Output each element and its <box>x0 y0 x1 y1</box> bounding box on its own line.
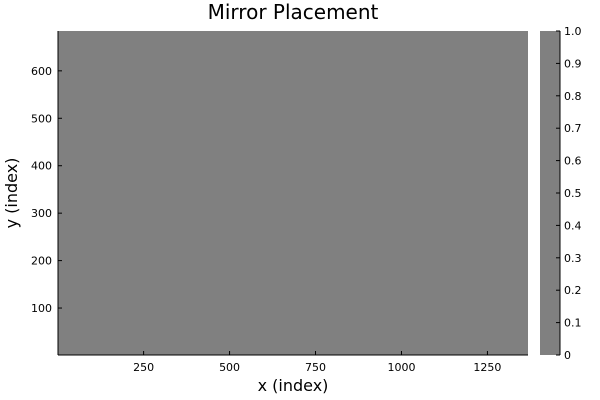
chart-title: Mirror Placement <box>208 0 379 24</box>
axes <box>57 31 528 356</box>
colorbar-tick-label: 0.1 <box>564 317 582 330</box>
heatmap-area <box>58 31 528 355</box>
colorbar-tick-label: 0.8 <box>564 90 582 103</box>
colorbar-tick-label: 1.0 <box>564 25 582 38</box>
x-tick-label: 1250 <box>473 361 501 374</box>
x-tick-label: 750 <box>305 361 326 374</box>
x-tick-label: 500 <box>219 361 240 374</box>
y-tick-label: 500 <box>31 112 52 125</box>
colorbar-tick-label: 0 <box>564 349 571 362</box>
colorbar-tick-label: 0.4 <box>564 219 582 232</box>
colorbar-tick-label: 0.6 <box>564 155 582 168</box>
colorbar-tick-label: 0.5 <box>564 187 582 200</box>
colorbar-tick-label: 0.7 <box>564 122 582 135</box>
colorbar <box>540 31 560 355</box>
x-axis-label: x (index) <box>258 376 329 395</box>
x-tick-label: 250 <box>133 361 154 374</box>
colorbar-tick-label: 0.2 <box>564 284 582 297</box>
y-tick-label: 300 <box>31 207 52 220</box>
x-tick-label: 1000 <box>387 361 415 374</box>
colorbar-tick-label: 0.9 <box>564 57 582 70</box>
colorbar-ticks: 0 0.1 0.2 0.3 0.4 0.5 0.6 0.7 0.8 0.9 1.0 <box>556 25 582 362</box>
y-tick-label: 200 <box>31 255 52 268</box>
x-ticks: 250 500 750 1000 1250 <box>133 351 501 374</box>
y-tick-label: 600 <box>31 65 52 78</box>
y-axis-label: y (index) <box>2 158 21 229</box>
colorbar-tick-label: 0.3 <box>564 252 582 265</box>
y-ticks: 100 200 300 400 500 600 <box>31 65 62 315</box>
y-tick-label: 100 <box>31 302 52 315</box>
y-tick-label: 400 <box>31 160 52 173</box>
